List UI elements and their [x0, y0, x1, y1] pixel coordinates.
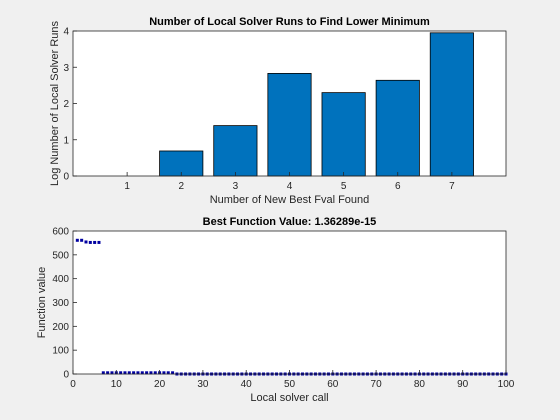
x-tick-label: 4 [287, 181, 293, 192]
y-tick-label: 2 [63, 99, 69, 110]
x-tick-label: 1 [124, 181, 130, 192]
x-tick-label: 90 [457, 379, 469, 390]
y-tick-label: 0 [63, 370, 69, 381]
y-tick-label: 3 [63, 63, 69, 74]
y-axis-label: Function value [36, 267, 48, 339]
axes-box [72, 30, 507, 177]
data-point [136, 371, 140, 375]
x-tick-label: 70 [371, 379, 383, 390]
plot-area [73, 231, 506, 374]
data-point [97, 240, 101, 244]
y-tick-label: 500 [52, 250, 69, 261]
x-axis-label: Local solver call [250, 392, 328, 404]
x-tick-label: 6 [395, 181, 401, 192]
y-axis-label: Log Number of Local Solver Runs [49, 20, 61, 186]
x-tick-label: 0 [70, 379, 76, 390]
y-tick-label: 600 [52, 227, 69, 238]
data-point [80, 238, 84, 242]
bar [159, 150, 204, 177]
y-tick-label: 200 [52, 322, 69, 333]
x-tick-label: 7 [449, 181, 455, 192]
data-point [162, 371, 166, 375]
axes-box [72, 230, 507, 375]
x-tick-label: 60 [327, 379, 339, 390]
bar [375, 79, 420, 177]
x-tick-label: 3 [233, 181, 239, 192]
x-tick-label: 40 [241, 379, 253, 390]
y-tick-label: 0 [63, 172, 69, 183]
x-tick-label: 80 [414, 379, 426, 390]
data-point [123, 371, 127, 375]
y-tick-label: 4 [63, 27, 69, 38]
data-point [140, 371, 144, 375]
y-tick-label: 300 [52, 298, 69, 309]
chart-title: Best Function Value: 1.36289e-15 [203, 216, 377, 228]
x-tick-label: 100 [498, 379, 515, 390]
data-point [88, 240, 92, 244]
x-axis-label: Number of New Best Fval Found [210, 194, 370, 206]
y-tick-label: 1 [63, 135, 69, 146]
y-tick-label: 400 [52, 274, 69, 285]
data-point [84, 240, 88, 244]
data-point [93, 240, 97, 244]
data-point [153, 371, 157, 375]
data-point [119, 371, 123, 375]
x-tick-label: 50 [284, 379, 296, 390]
x-tick-label: 20 [154, 379, 166, 390]
data-point [110, 371, 114, 375]
data-point [166, 371, 170, 375]
bar [429, 32, 474, 177]
scatter-chart: 0 10 20 30 40 50 60 70 80 90 100 0 100 200 300 400 500 60… [36, 216, 515, 404]
bar [213, 125, 258, 177]
x-tick-label: 30 [197, 379, 209, 390]
y-tick-label: 100 [52, 346, 69, 357]
bar [321, 92, 366, 177]
x-tick-label: 5 [341, 181, 347, 192]
data-point [101, 371, 105, 375]
data-point [132, 371, 136, 375]
data-point [106, 371, 110, 375]
chart-title: Number of Local Solver Runs to Find Lowe… [149, 16, 430, 28]
data-point [171, 371, 175, 375]
data-point [145, 371, 149, 375]
bar [267, 73, 312, 177]
data-point [127, 371, 131, 375]
x-tick-label: 2 [178, 181, 184, 192]
bar-chart: 1 2 3 4 5 6 7 0 1 2 3 4 Number of Local Solver Runs… [49, 16, 507, 206]
data-point [149, 371, 153, 375]
x-tick-label: 10 [111, 379, 123, 390]
data-point [75, 238, 79, 242]
